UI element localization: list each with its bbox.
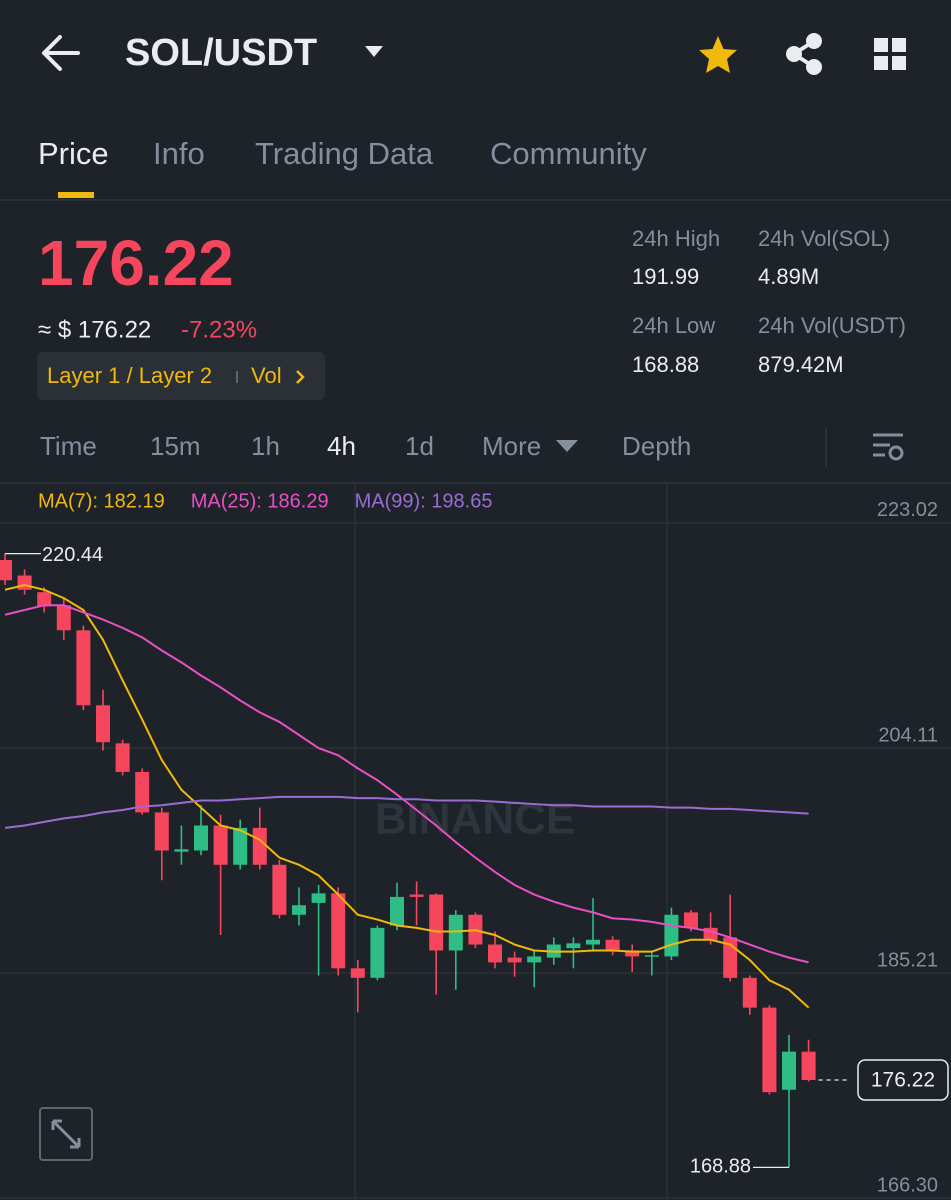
candle-body: [96, 705, 110, 743]
stat-value: 879.42M: [758, 352, 844, 377]
candle-body: [213, 825, 228, 865]
interval[interactable]: 1d: [405, 431, 434, 461]
interval[interactable]: 1h: [251, 431, 280, 461]
candle-body: [684, 912, 698, 928]
candle-body: [586, 939, 600, 945]
candle-body: [742, 977, 757, 1008]
candle-body: [625, 950, 640, 957]
candle-body: [782, 1051, 796, 1090]
candle-body: [272, 864, 287, 915]
stat-label: 24h High: [632, 226, 720, 251]
interval-depth[interactable]: Depth: [622, 431, 691, 461]
candle-body: [194, 825, 208, 851]
stat-label: 24h Low: [632, 313, 715, 338]
tab-trading-data[interactable]: Trading Data: [255, 136, 434, 171]
tag-text[interactable]: Layer 1 / Layer 2: [47, 363, 212, 388]
layout-icon[interactable]: [874, 38, 906, 70]
candle-body: [664, 914, 679, 957]
legend-entry: MA(25): 186.29: [191, 490, 329, 512]
pair-dropdown[interactable]: [365, 46, 383, 57]
candle-body: [0, 560, 12, 581]
expand-button[interactable]: [39, 1107, 93, 1161]
tag-chevron: [296, 370, 305, 384]
favorite-star[interactable]: [699, 36, 737, 73]
candle-body: [409, 894, 424, 897]
candle-body: [135, 771, 150, 813]
tab-community[interactable]: Community: [490, 136, 647, 171]
candle-body: [429, 894, 444, 951]
candle-body: [174, 849, 189, 852]
ma-line: [4, 795, 809, 829]
candle-body: [76, 630, 91, 706]
candle-body: [154, 812, 169, 851]
back-button[interactable]: [42, 35, 80, 71]
candle-body: [252, 827, 267, 865]
stat-value: 4.89M: [758, 264, 819, 289]
pair-title[interactable]: SOL/USDT: [125, 32, 317, 74]
interval-more[interactable]: More: [482, 431, 541, 461]
low-label: 168.88: [690, 1156, 751, 1178]
ma-line: [4, 604, 809, 964]
interval-active[interactable]: 4h: [327, 431, 356, 461]
candle-body: [801, 1051, 816, 1081]
candle-body: [233, 827, 248, 865]
y-tick-label: 185.21: [877, 949, 938, 971]
candle-body: [17, 575, 32, 590]
candle-body: [370, 927, 385, 978]
candle-body: [527, 956, 542, 963]
candle-body: [115, 743, 130, 772]
y-tick-label: 166.30: [877, 1174, 938, 1196]
stat-value: 168.88: [632, 352, 699, 377]
last-price-box: [857, 1059, 949, 1101]
y-tick-label: 223.02: [877, 499, 938, 521]
candle-body: [488, 944, 502, 963]
candle-body: [762, 1007, 777, 1093]
candle-body: [507, 957, 522, 963]
y-tick-label: 204.11: [878, 724, 938, 746]
candle-body: [566, 943, 581, 949]
price-change: -7.23%: [181, 316, 257, 343]
plot: 223.02 204.11 185.21 166.30 MA(7): 182.19 MA(…: [0, 490, 951, 1199]
candle-body: [605, 939, 620, 951]
candle-body: [390, 896, 404, 926]
legend-entry: MA(99): 198.65: [355, 490, 493, 512]
candle-body: [448, 914, 463, 951]
candle-body: [56, 605, 71, 631]
stat-label: 24h Vol(SOL): [758, 226, 890, 251]
candle-body: [331, 893, 346, 969]
tag-box[interactable]: [37, 352, 325, 400]
tab-price[interactable]: Price: [38, 136, 109, 171]
candle-body: [350, 968, 365, 978]
stat-value: 191.99: [632, 264, 699, 289]
more-dropdown[interactable]: [556, 440, 578, 452]
stat-label: 24h Vol(USDT): [758, 313, 906, 338]
high-label: 220.44: [42, 544, 103, 566]
tab-info[interactable]: Info: [153, 136, 205, 171]
legend-entry: MA(7): 182.19: [38, 490, 165, 512]
interval[interactable]: Time: [40, 431, 97, 461]
candle-body: [292, 905, 306, 915]
expand-icon[interactable]: [51, 1119, 81, 1149]
overlay: 220.44 168.88 176.22: [5, 544, 949, 1178]
candle-body: [703, 927, 718, 940]
chart-settings-icon[interactable]: [873, 433, 904, 461]
tag-vol[interactable]: Vol: [251, 363, 282, 388]
tab-underline: [58, 192, 94, 198]
last-price-label: 176.22: [871, 1069, 935, 1092]
fiat-price: ≈ $ 176.22: [38, 316, 151, 343]
interval[interactable]: 15m: [150, 431, 201, 461]
ma-line: [4, 583, 810, 1009]
candle-body: [644, 955, 659, 957]
candle-body: [311, 893, 326, 903]
last-price: 176.22: [38, 227, 234, 299]
share-icon[interactable]: [786, 33, 822, 75]
candle-body: [37, 592, 52, 607]
